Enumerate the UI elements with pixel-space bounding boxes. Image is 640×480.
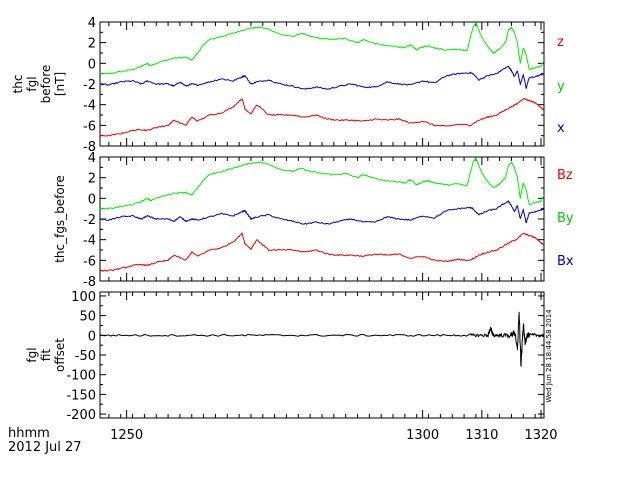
legend-x: x (557, 121, 565, 136)
y-axis-label-line-1: fgl (25, 347, 39, 362)
series-line-bx (99, 232, 545, 272)
y-tick-label: -100 (66, 369, 96, 384)
y-tick-label: 100 (71, 290, 96, 305)
series-line-bz (99, 157, 545, 210)
y-tick-label: 4 (88, 16, 96, 31)
series-line-offset (99, 311, 545, 367)
series-line-y (99, 65, 545, 90)
y-axis-label-line-3: before (39, 65, 53, 104)
y-tick-label: 2 (88, 172, 96, 187)
y-tick-label: -6 (83, 119, 96, 134)
y-tick-label: 0 (88, 329, 96, 344)
y-tick-label: -4 (83, 99, 96, 114)
x-axis-ticks (108, 157, 542, 281)
y-tick-label: 4 (88, 151, 96, 166)
x-tick-label: 1300 (406, 428, 439, 443)
y-tick-label: -2 (83, 213, 96, 228)
x-tick-label: 1320 (524, 428, 557, 443)
series-line-x (99, 97, 545, 137)
y-tick-label: -200 (66, 408, 96, 423)
y-axis-label-line-2: fit (39, 349, 53, 362)
panel-fgl-fit-offset: 100 50 0 -50 -100 -150 -200 fgl fit offset Wed… (25, 290, 553, 423)
panel-thc-fgl-before: 4 2 0 -2 -4 -6 -8 thc fgl before [nT] z y x (11, 16, 565, 155)
x-axis-ticks (108, 22, 542, 146)
y-tick-label: 50 (79, 310, 96, 325)
y-tick-label: -6 (83, 254, 96, 269)
y-axis-label-line-4: [nT] (53, 72, 67, 96)
y-tick-label: -4 (83, 234, 96, 249)
series-line-by (99, 200, 545, 225)
legend-z: z (557, 35, 564, 50)
x-tick-label: 1250 (110, 428, 143, 443)
x-tick-label: 1310 (465, 428, 498, 443)
series-line-z (99, 22, 545, 75)
series-lines (99, 22, 545, 137)
panel-frame (99, 291, 545, 419)
series-lines (99, 311, 545, 367)
legend-bz: Bz (557, 168, 573, 183)
x-axis-ticks (108, 292, 542, 418)
y-axis-label: thc_fgs_before (53, 175, 67, 263)
x-axis-tick-labels: 1250 1300 1310 1320 (110, 428, 557, 443)
y-tick-label: -8 (83, 140, 96, 155)
x-axis-label-time: hhmm (8, 426, 50, 441)
y-tick-label: 0 (88, 57, 96, 72)
y-tick-label: 0 (88, 192, 96, 207)
y-axis-label-line-3: offset (53, 338, 67, 372)
series-lines (99, 157, 545, 272)
timestamp-label: Wed Jun 28 18:44:58 2014 (545, 309, 553, 403)
y-tick-label: -2 (83, 78, 96, 93)
y-axis-label-line-1: thc (11, 75, 25, 94)
y-tick-label: -8 (83, 275, 96, 290)
y-axis-ticks: 4 2 0 -2 -4 -6 -8 (83, 16, 544, 155)
legend-by: By (557, 211, 574, 226)
legend-y: y (557, 79, 565, 94)
y-axis-label-line-2: fgl (25, 76, 39, 91)
panel-thc-fgs-before: 4 2 0 -2 -4 -6 -8 thc_fgs_before Bz By Bx (53, 151, 574, 290)
y-tick-label: -50 (75, 349, 96, 364)
x-axis-label-date: 2012 Jul 27 (8, 440, 82, 455)
y-tick-label: -150 (66, 388, 96, 403)
legend-bx: Bx (557, 254, 574, 269)
y-tick-label: 2 (88, 37, 96, 52)
y-axis-ticks: 100 50 0 -50 -100 -150 -200 (66, 290, 544, 423)
